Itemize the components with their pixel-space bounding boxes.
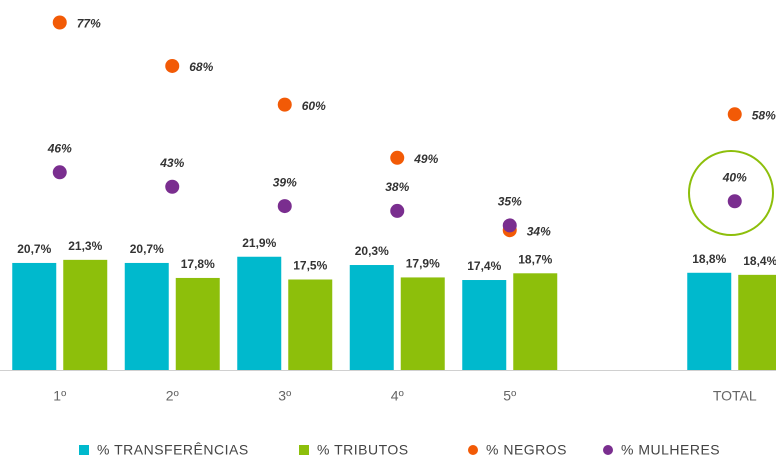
legend-swatch bbox=[468, 445, 478, 455]
legend-label: % NEGROS bbox=[486, 442, 567, 457]
x-tick-label: TOTAL bbox=[713, 388, 757, 404]
bar-value-label: 18,8% bbox=[692, 252, 726, 266]
bar-value-label: 18,7% bbox=[518, 252, 552, 266]
dot bbox=[727, 194, 742, 209]
legend-label: % MULHERES bbox=[621, 442, 720, 457]
dot-value-label: 46% bbox=[47, 141, 72, 155]
bar-value-label: 17,5% bbox=[293, 259, 327, 273]
dot-value-label: 77% bbox=[77, 17, 101, 31]
bar-value-label: 20,7% bbox=[17, 242, 51, 256]
legend-swatch bbox=[299, 445, 309, 455]
bar bbox=[462, 280, 507, 370]
x-tick-label: 4º bbox=[391, 388, 404, 404]
dot bbox=[277, 199, 292, 214]
bar bbox=[687, 272, 732, 370]
dot-value-label: 58% bbox=[752, 108, 776, 122]
x-tick-label: 3º bbox=[278, 388, 291, 404]
dot bbox=[277, 97, 292, 112]
x-tick-label: 1º bbox=[53, 388, 66, 404]
bar bbox=[513, 273, 558, 370]
legend-swatch bbox=[79, 445, 89, 455]
bar-value-label: 17,9% bbox=[406, 257, 440, 271]
dot-value-label: 39% bbox=[273, 175, 297, 189]
dot bbox=[52, 165, 67, 180]
bar-value-label: 18,4% bbox=[743, 254, 776, 268]
dot-value-label: 40% bbox=[722, 170, 747, 184]
x-tick-label: 5º bbox=[503, 388, 516, 404]
bar bbox=[738, 274, 776, 370]
bar bbox=[349, 265, 394, 370]
dot bbox=[165, 58, 180, 73]
dot-value-label: 38% bbox=[385, 180, 409, 194]
bar bbox=[175, 277, 220, 370]
dot-value-label: 68% bbox=[189, 60, 213, 74]
dot bbox=[52, 15, 67, 30]
bar-value-label: 21,9% bbox=[242, 236, 276, 250]
dot bbox=[390, 203, 405, 218]
highlight-circle bbox=[688, 150, 774, 236]
dot-value-label: 49% bbox=[413, 152, 438, 166]
bar bbox=[288, 279, 333, 370]
dot-value-label: 60% bbox=[302, 99, 326, 113]
bar bbox=[124, 262, 169, 370]
bar bbox=[12, 262, 57, 370]
dot bbox=[165, 179, 180, 194]
bar bbox=[237, 256, 282, 370]
bar-value-label: 17,8% bbox=[181, 257, 215, 271]
legend-swatch bbox=[603, 445, 613, 455]
dot-value-label: 43% bbox=[159, 156, 184, 170]
legend-label: % TRIBUTOS bbox=[317, 442, 409, 457]
legend-label: % TRANSFERÊNCIAS bbox=[97, 442, 249, 457]
bar bbox=[400, 277, 445, 370]
x-tick-label: 2º bbox=[166, 388, 179, 404]
dot bbox=[727, 107, 742, 122]
bar-value-label: 20,7% bbox=[130, 242, 164, 256]
dot-value-label: 34% bbox=[527, 224, 551, 238]
bar-value-label: 21,3% bbox=[68, 239, 102, 253]
dot bbox=[502, 218, 517, 233]
bar-value-label: 17,4% bbox=[467, 259, 501, 273]
bar bbox=[63, 259, 108, 370]
dot bbox=[390, 150, 405, 165]
dot-value-label: 35% bbox=[498, 195, 522, 209]
bar-value-label: 20,3% bbox=[355, 244, 389, 258]
